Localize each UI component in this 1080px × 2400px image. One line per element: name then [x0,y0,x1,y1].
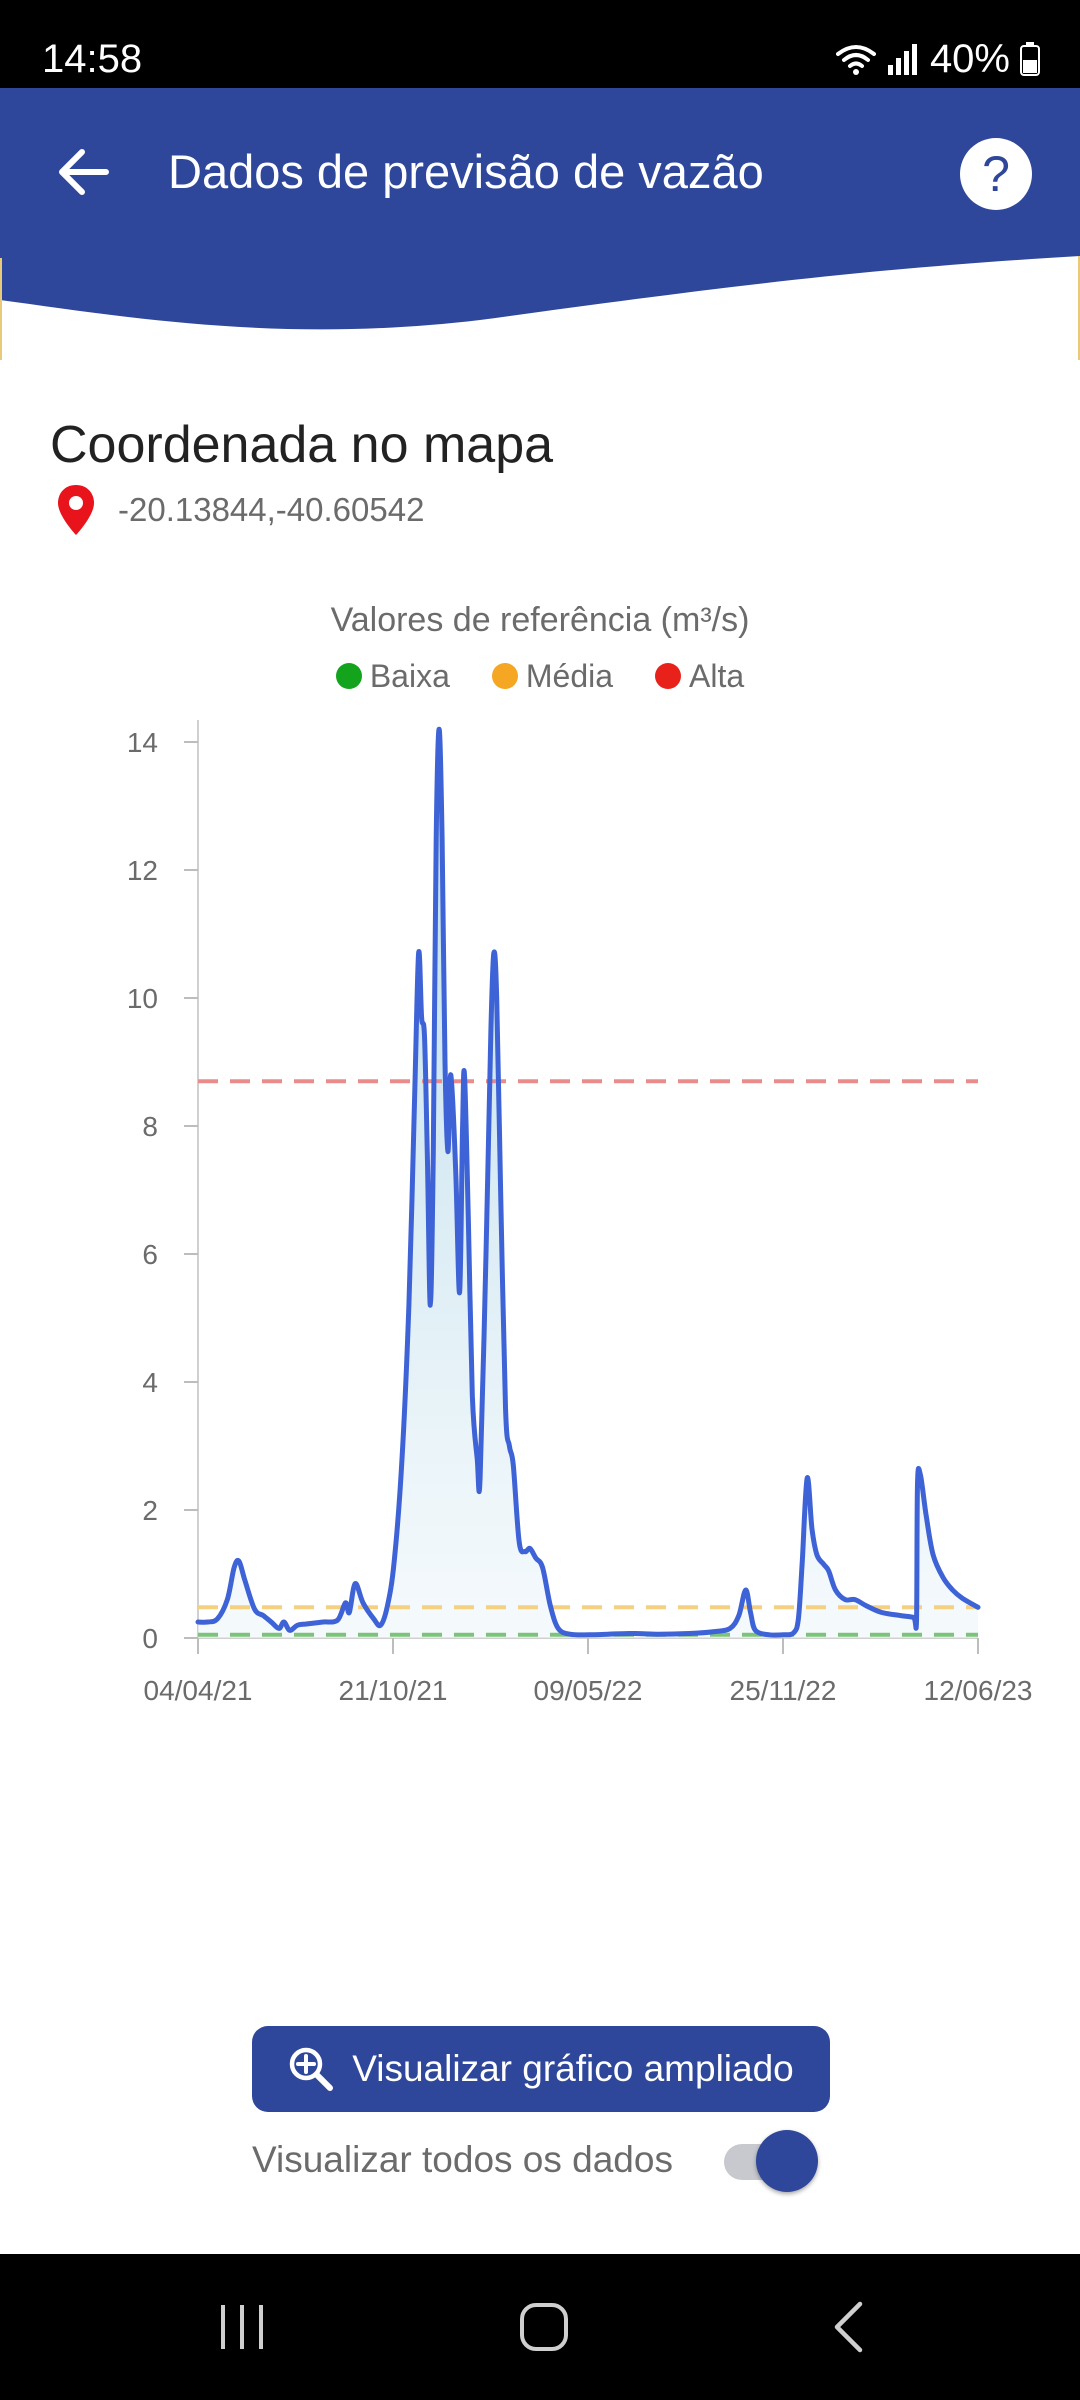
zoom-in-icon [290,2047,334,2091]
status-indicators: 40% [835,36,1040,82]
legend-item-baixa: Baixa [335,656,450,696]
recent-apps-button[interactable] [202,2292,282,2362]
legend-item-media: Média [491,656,614,696]
chart-title: Valores de referência (m³/s) [330,601,750,639]
x-tick-label: 04/04/21 [144,1675,253,1706]
series-area [198,729,978,1638]
x-tick-label: 21/10/21 [339,1675,448,1706]
reference-lines [198,1079,978,1637]
recent-apps-icon [221,2305,263,2349]
coordinates-value: -20.13844,-40.60542 [118,491,425,528]
expand-chart-label: Visualizar gráfico ampliado [352,2048,794,2089]
home-icon [520,2303,568,2351]
y-tick-label: 14 [127,727,158,758]
y-tick-label: 6 [142,1239,158,1270]
status-bar: 14:58 40% [0,0,1080,88]
chart-legend: Baixa Média Alta [0,656,1080,696]
legend-dot-alta [655,663,682,689]
coordinates-title: Coordenada no mapa [50,416,554,474]
flow-chart: 0 2 4 6 8 10 12 14 04/04/21 21/10/21 09/05/22 25/1… [127,720,1033,1706]
signal-icon [887,44,917,75]
y-axis: 0 2 4 6 8 10 12 14 [127,720,199,1654]
legend-label-alta: Alta [689,658,745,694]
map-pin-icon [58,485,94,535]
home-button[interactable] [504,2292,584,2362]
legend-dot-baixa [335,663,362,689]
legend-dot-media [491,663,518,689]
back-button[interactable] [52,140,116,204]
x-tick-label: 09/05/22 [534,1675,643,1706]
battery-level: 40% [929,36,1010,81]
show-all-data-label: Visualizar todos os dados [252,2139,673,2180]
wifi-icon [835,45,876,75]
y-tick-label: 10 [127,983,158,1014]
arrow-left-icon [59,149,109,195]
show-all-data-row: Visualizar todos os dados [252,2124,830,2194]
y-tick-label: 0 [142,1623,158,1654]
page-title: Dados de previsão de vazão [168,145,764,198]
system-nav-bar [0,2254,1080,2400]
y-tick-label: 4 [142,1367,158,1398]
y-tick-label: 12 [127,855,158,886]
legend-label-baixa: Baixa [369,658,450,694]
back-nav-button[interactable] [808,2292,888,2362]
app-header: Dados de previsão de vazão ? [0,88,1080,360]
x-axis: 04/04/21 21/10/21 09/05/22 25/11/22 12/06/23 [144,1637,1033,1706]
y-tick-label: 2 [142,1495,158,1526]
legend-label-media: Média [525,658,614,694]
x-tick-label: 12/06/23 [924,1675,1033,1706]
status-time: 14:58 [42,37,143,81]
legend-item-alta: Alta [655,656,744,696]
help-button[interactable]: ? [960,138,1032,210]
battery-icon [1020,42,1040,76]
x-tick-label: 25/11/22 [730,1675,837,1706]
y-tick-label: 8 [142,1111,158,1142]
chevron-left-icon [834,2301,863,2353]
help-icon: ? [982,146,1010,202]
toggle-knob[interactable] [756,2130,818,2192]
header-wave [0,88,1080,360]
expand-chart-button[interactable]: Visualizar gráfico ampliado [252,2026,830,2112]
series-line [195,726,981,1638]
